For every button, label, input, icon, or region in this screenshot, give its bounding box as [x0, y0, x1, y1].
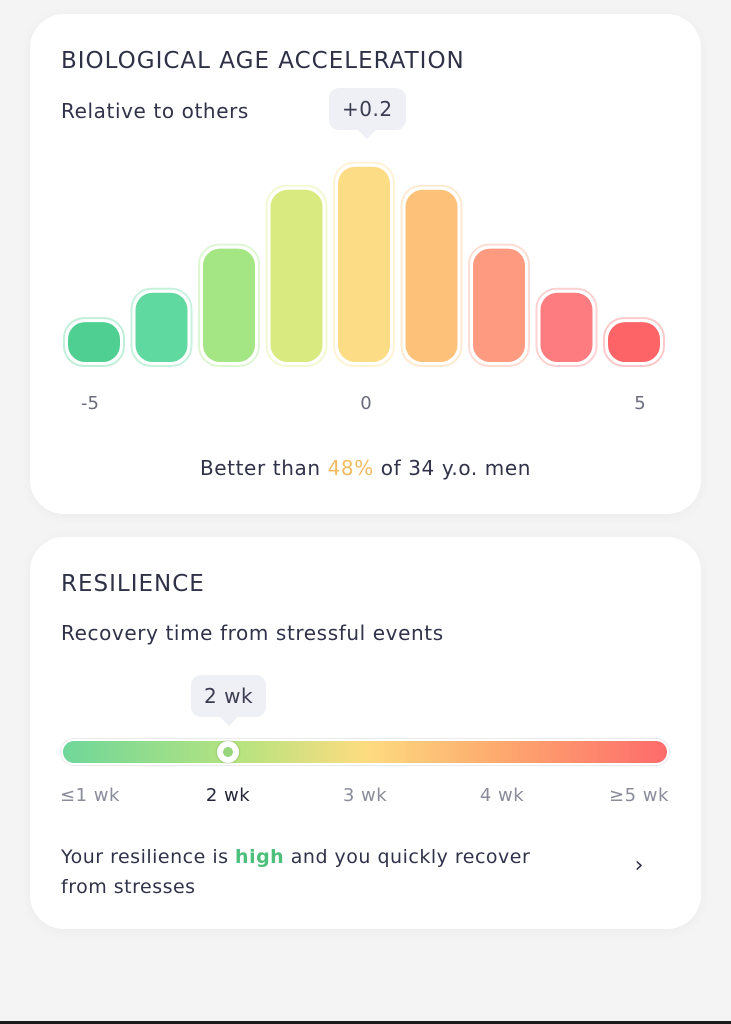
bio-age-summary: Better than 48% of 34 y.o. men [30, 456, 701, 480]
resilience-title: RESILIENCE [61, 571, 205, 597]
resilience-scale-bar [61, 739, 669, 765]
distribution-bar-5 [333, 161, 395, 367]
distribution-bar-2 [130, 287, 193, 368]
bottom-divider [0, 1021, 731, 1024]
chevron-right-icon[interactable]: › [634, 853, 644, 878]
distribution-bar-9 [603, 317, 665, 368]
distribution-bar-3 [198, 243, 260, 368]
summary-prefix: Better than [199, 456, 328, 480]
bio-age-subtitle: Relative to others [61, 99, 249, 123]
resilience-level: high [235, 846, 285, 868]
biological-age-card: BIOLOGICAL AGE ACCELERATION Relative to … [30, 14, 701, 514]
tick-label-3wk: 3 wk [342, 785, 388, 806]
resilience-card[interactable]: RESILIENCE Recovery time from stressful … [30, 537, 701, 929]
tick-label-5wk: ≥5 wk [609, 785, 669, 806]
distribution-bar-7 [468, 243, 530, 368]
resilience-description: Your resilience is high and you quickly … [61, 842, 581, 902]
axis-label-min: -5 [81, 393, 99, 414]
resilience-text-prefix: Your resilience is [61, 846, 236, 868]
resilience-text-suffix: and you quickly recover from stresses [61, 846, 531, 898]
bio-age-distribution-chart [63, 161, 665, 368]
distribution-bar-1 [63, 317, 125, 368]
resilience-marker [217, 741, 239, 763]
tick-label-2wk: 2 wk [205, 785, 251, 806]
distribution-bar-6 [400, 184, 463, 367]
summary-percent: 48% [327, 456, 374, 480]
distribution-bar-4 [265, 184, 328, 367]
bio-age-title: BIOLOGICAL AGE ACCELERATION [61, 48, 465, 74]
distribution-bar-8 [535, 287, 598, 368]
bio-age-value-tooltip: +0.2 [329, 88, 406, 139]
tick-label-4wk: 4 wk [479, 785, 525, 806]
axis-label-mid: 0 [360, 393, 372, 414]
summary-suffix: of 34 y.o. men [373, 456, 532, 480]
resilience-value-tooltip: 2 wk [191, 675, 267, 726]
axis-label-max: 5 [634, 393, 646, 414]
tick-label-1wk: ≤1 wk [60, 785, 120, 806]
resilience-subtitle: Recovery time from stressful events [61, 621, 444, 645]
